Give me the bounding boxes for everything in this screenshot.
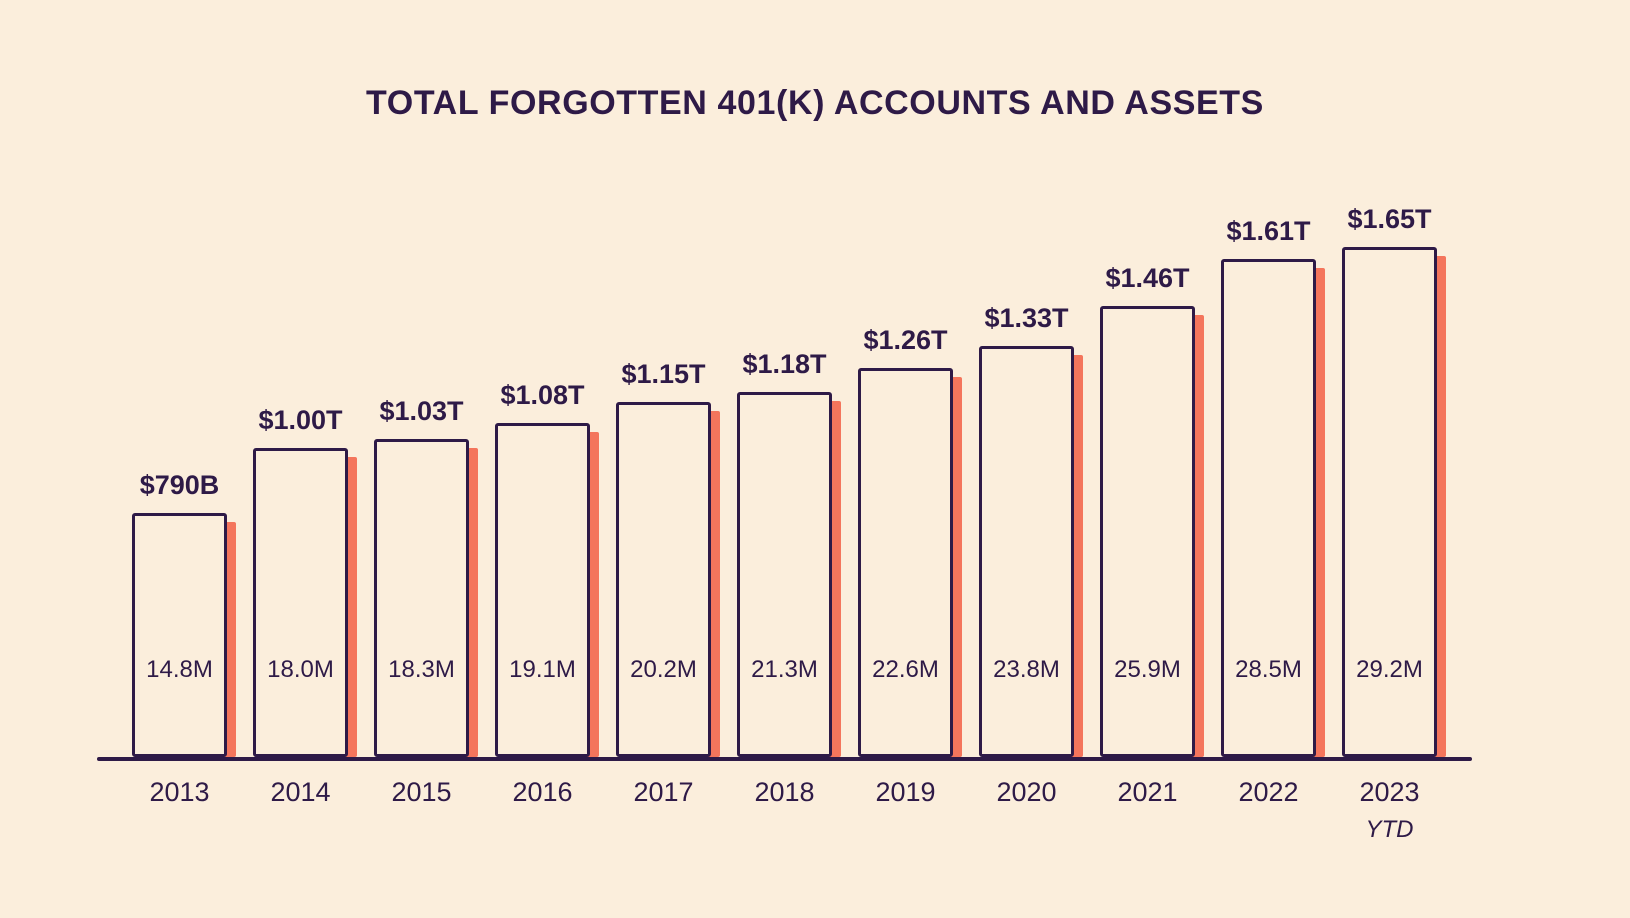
x-axis-year: 2023 xyxy=(1359,777,1420,807)
plot-area: $790B 14.8M $1.00T 18.0M $1.03T 18.3M $1… xyxy=(97,201,1472,757)
bar: 19.1M xyxy=(495,423,590,757)
bar: 18.3M xyxy=(374,439,469,757)
x-axis-labels-row: 2013 2014 2015 2016 2017 2018 2019 2020 … xyxy=(97,777,1472,844)
x-axis-label: 2023 YTD xyxy=(1342,777,1437,844)
bar-value-label: $1.33T xyxy=(984,303,1069,333)
bar-group: $1.33T 23.8M xyxy=(979,303,1083,757)
x-axis-label: 2020 xyxy=(979,777,1074,844)
bar-group: $1.26T 22.6M xyxy=(858,325,962,757)
x-axis-label: 2013 xyxy=(132,777,227,844)
bar: 22.6M xyxy=(858,368,953,757)
bar-value-label: $1.61T xyxy=(1226,216,1311,246)
bar: 28.5M xyxy=(1221,259,1316,757)
bar-accounts-label: 25.9M xyxy=(1114,656,1181,683)
x-axis-year: 2018 xyxy=(754,777,815,807)
x-axis-label: 2017 xyxy=(616,777,711,844)
bar-wrap: 22.6M xyxy=(858,368,962,757)
chart-title: TOTAL FORGOTTEN 401(K) ACCOUNTS AND ASSE… xyxy=(366,84,1264,122)
x-axis-label: 2022 xyxy=(1221,777,1316,844)
bar-wrap: 20.2M xyxy=(616,402,720,757)
bar-value-label: $1.03T xyxy=(379,396,464,426)
bar-group: $1.65T 29.2M xyxy=(1342,204,1446,757)
bar-accounts-label: 18.0M xyxy=(267,656,334,683)
bar-group: $1.03T 18.3M xyxy=(374,396,478,757)
bar-wrap: 21.3M xyxy=(737,392,841,757)
bar-accounts-label: 28.5M xyxy=(1235,656,1302,683)
bar-accounts-label: 18.3M xyxy=(388,656,455,683)
bar: 21.3M xyxy=(737,392,832,757)
bar: 25.9M xyxy=(1100,306,1195,757)
bar-value-label: $1.15T xyxy=(621,359,706,389)
bar: 14.8M xyxy=(132,513,227,757)
bar-wrap: 18.3M xyxy=(374,439,478,757)
bar-value-label: $1.08T xyxy=(500,380,585,410)
x-axis-year: 2021 xyxy=(1117,777,1178,807)
bar: 20.2M xyxy=(616,402,711,757)
bar-accounts-label: 14.8M xyxy=(146,656,213,683)
bar-accounts-label: 29.2M xyxy=(1356,656,1423,683)
x-axis-year: 2020 xyxy=(996,777,1057,807)
x-axis-year: 2017 xyxy=(633,777,694,807)
x-axis-label: 2021 xyxy=(1100,777,1195,844)
bar-accounts-label: 23.8M xyxy=(993,656,1060,683)
bar: 18.0M xyxy=(253,448,348,757)
x-axis-year: 2022 xyxy=(1238,777,1299,807)
bar-wrap: 29.2M xyxy=(1342,247,1446,757)
bar-value-label: $790B xyxy=(139,470,220,500)
bar-wrap: 28.5M xyxy=(1221,259,1325,757)
bar-accounts-label: 20.2M xyxy=(630,656,697,683)
bar-group: $1.18T 21.3M xyxy=(737,349,841,757)
bar-group: $1.61T 28.5M xyxy=(1221,216,1325,757)
bar-wrap: 14.8M xyxy=(132,513,236,757)
x-axis-sublabel-ytd: YTD xyxy=(1365,816,1414,843)
bar-accounts-label: 21.3M xyxy=(751,656,818,683)
x-axis-year: 2019 xyxy=(875,777,936,807)
x-axis-label: 2019 xyxy=(858,777,953,844)
x-axis-year: 2014 xyxy=(270,777,331,807)
x-axis-year: 2015 xyxy=(391,777,452,807)
bar-value-label: $1.00T xyxy=(258,405,343,435)
bar: 29.2M xyxy=(1342,247,1437,757)
bar-value-label: $1.65T xyxy=(1347,204,1432,234)
x-axis-label: 2014 xyxy=(253,777,348,844)
bar-accounts-label: 19.1M xyxy=(509,656,576,683)
bar-group: $1.46T 25.9M xyxy=(1100,263,1204,757)
x-axis-label: 2015 xyxy=(374,777,469,844)
bar-group: $1.08T 19.1M xyxy=(495,380,599,757)
bar-wrap: 23.8M xyxy=(979,346,1083,757)
bar-group: $790B 14.8M xyxy=(132,470,236,757)
x-axis-label: 2016 xyxy=(495,777,590,844)
bar-value-label: $1.18T xyxy=(742,349,827,379)
bar-value-label: $1.26T xyxy=(863,325,948,355)
bar-chart: $790B 14.8M $1.00T 18.0M $1.03T 18.3M $1… xyxy=(97,201,1472,844)
x-axis-year: 2013 xyxy=(149,777,210,807)
x-axis-year: 2016 xyxy=(512,777,573,807)
bar-group: $1.15T 20.2M xyxy=(616,359,720,757)
bar-group: $1.00T 18.0M xyxy=(253,405,357,757)
bar-value-label: $1.46T xyxy=(1105,263,1190,293)
bar-wrap: 19.1M xyxy=(495,423,599,757)
bar-accounts-label: 22.6M xyxy=(872,656,939,683)
bar-wrap: 18.0M xyxy=(253,448,357,757)
bar-wrap: 25.9M xyxy=(1100,306,1204,757)
bar: 23.8M xyxy=(979,346,1074,757)
x-axis-label: 2018 xyxy=(737,777,832,844)
x-axis-line xyxy=(97,757,1472,761)
